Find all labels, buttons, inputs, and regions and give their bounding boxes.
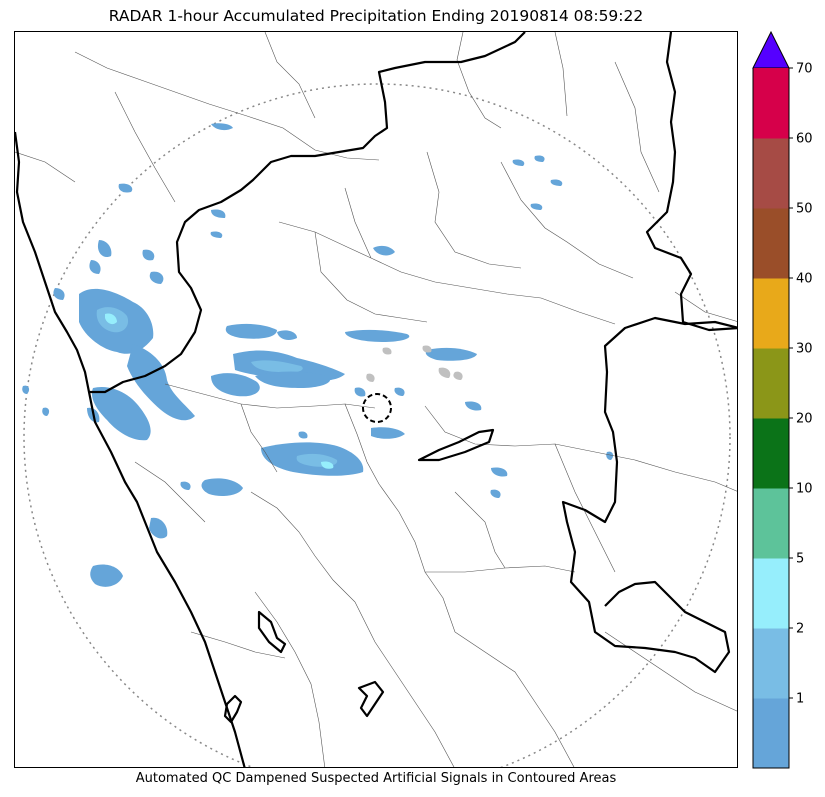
echo-cell (255, 371, 331, 388)
echo-cell (512, 159, 525, 166)
qc-footnote: Automated QC Dampened Suspected Artifici… (135, 771, 617, 786)
colorbar-tick-label: 10 (796, 482, 813, 497)
echo-cell (211, 373, 260, 397)
colorbar-tick-label: 5 (796, 552, 804, 567)
echo-cell (425, 347, 477, 361)
echo-cell (180, 481, 191, 490)
echo-cell (118, 183, 133, 193)
district-boundaries (15, 32, 737, 767)
echo-cell (321, 461, 334, 469)
echo-cell (490, 489, 501, 498)
colorbar-tick-label: 60 (796, 132, 813, 147)
radar-map (15, 32, 737, 767)
echo-cell (149, 271, 164, 284)
precipitation-colorbar: 1 2 5 10 20 30 40 50 60 70 (752, 30, 813, 769)
echo-cell (530, 203, 543, 210)
colorbar-extend-max-triangle (752, 30, 790, 69)
echo-cell (42, 407, 50, 416)
artifact-echo (422, 345, 432, 353)
echo-cell (534, 155, 545, 162)
colorbar-bin (753, 68, 789, 139)
state-boundaries (15, 32, 737, 767)
colorbar-bin (753, 628, 789, 699)
echo-cell (354, 387, 366, 397)
colorbar-tick-label: 40 (796, 272, 813, 287)
echo-cell (371, 427, 405, 439)
artifact-echoes (366, 345, 463, 382)
colorbar-bin (753, 138, 789, 209)
echo-cell (149, 517, 168, 539)
map-title: RADAR 1-hour Accumulated Precipitation E… (108, 7, 644, 25)
colorbar-bin (753, 278, 789, 349)
artifact-echo (366, 373, 375, 382)
echo-cell (550, 179, 563, 186)
colorbar-bin (753, 558, 789, 629)
colorbar-bin (753, 488, 789, 559)
echo-cell (89, 260, 101, 274)
colorbar-tick-label: 70 (796, 62, 813, 77)
colorbar-tick-label: 1 (796, 692, 804, 707)
echo-cell (90, 564, 123, 587)
colorbar-bin (753, 208, 789, 279)
echo-cell (97, 240, 112, 258)
echo-cell (345, 329, 410, 342)
echo-cell (201, 478, 243, 496)
echo-cell (251, 360, 303, 373)
echo-cell (142, 249, 155, 261)
echo-cell (53, 288, 65, 300)
precipitation-echoes (22, 123, 614, 587)
colorbar-bin (753, 348, 789, 419)
echo-cell (127, 344, 195, 421)
echo-cell (211, 123, 233, 131)
artifact-echo (438, 367, 451, 378)
echo-cell (298, 431, 308, 439)
colorbar-tick-label: 20 (796, 412, 813, 427)
colorbar-tick-label: 2 (796, 622, 804, 637)
colorbar-frame (752, 68, 790, 769)
colorbar-tick-label: 50 (796, 202, 813, 217)
echo-cell (491, 467, 508, 477)
artifact-echo (453, 371, 463, 380)
artifact-echo (382, 347, 392, 355)
echo-cell (105, 313, 117, 325)
echo-cell (373, 245, 395, 256)
echo-cell (465, 401, 482, 411)
echo-cell (394, 387, 405, 396)
echo-cell (225, 323, 277, 339)
colorbar-bin (753, 418, 789, 489)
echo-cell (22, 385, 30, 394)
colorbar-tick-label: 30 (796, 342, 813, 357)
colorbar-bin (753, 698, 789, 769)
radar-site-marker (362, 393, 392, 423)
colorbar-bins (753, 68, 789, 769)
radar-map-panel[interactable] (14, 31, 738, 768)
echo-cell (277, 330, 297, 340)
echo-cell (211, 209, 226, 218)
radar-range-ring (23, 83, 731, 767)
colorbar-ticks: 1 2 5 10 20 30 40 50 60 70 (789, 62, 813, 707)
echo-cell (91, 386, 151, 441)
echo-cell (606, 451, 614, 460)
echo-cell (210, 231, 223, 238)
